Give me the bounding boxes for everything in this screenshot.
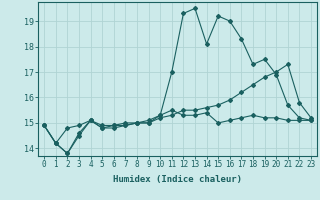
X-axis label: Humidex (Indice chaleur): Humidex (Indice chaleur) <box>113 175 242 184</box>
